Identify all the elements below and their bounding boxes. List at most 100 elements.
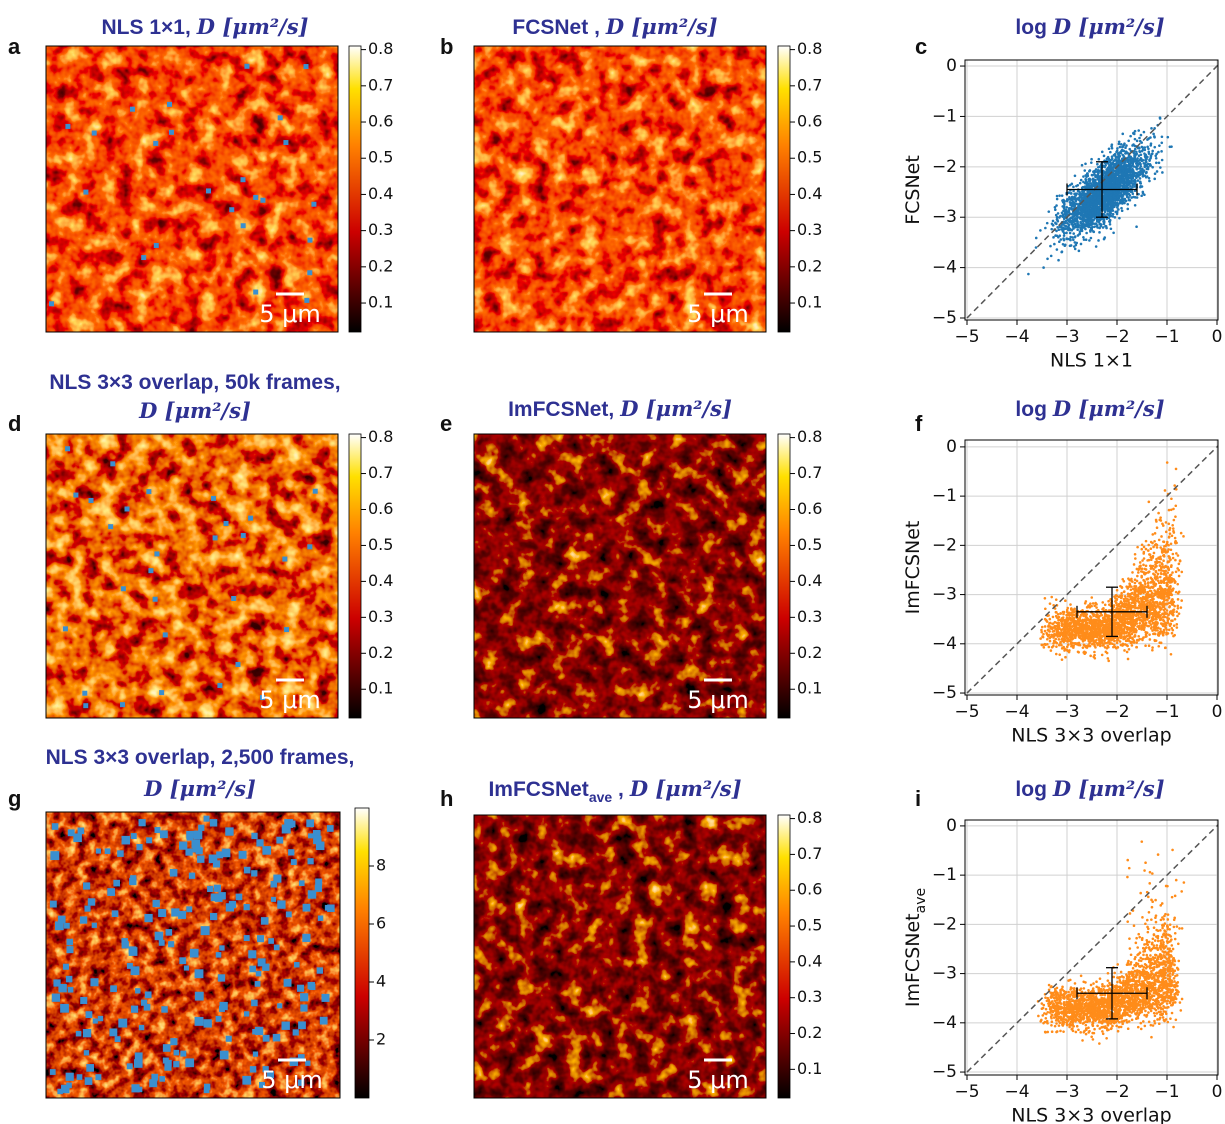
scatter-dot (1136, 575, 1139, 578)
scatter-dot (1145, 548, 1148, 551)
scatter-dot (1039, 637, 1042, 640)
y-axis-label: FCSNet (902, 155, 924, 225)
scatter-dot (1115, 193, 1118, 196)
masked-pixel (307, 238, 312, 243)
scatter-dot (1097, 196, 1100, 199)
scatter-dot (1070, 192, 1073, 195)
scatter-dot (1097, 158, 1100, 161)
scatter-dot (1116, 169, 1119, 172)
scatter-dot (1144, 582, 1147, 585)
scatter-dot (1072, 238, 1075, 241)
colorbar-tick-label: 0.7 (797, 75, 822, 94)
scatter-dot (1056, 226, 1059, 229)
scatter-dot (1122, 609, 1125, 612)
scatter-dot (1174, 515, 1177, 518)
scatter-dot (1134, 578, 1137, 581)
scatter-dot (1085, 646, 1088, 649)
scatter-dot (1116, 211, 1119, 214)
masked-pixel (167, 102, 172, 107)
scatter-dot (1154, 612, 1157, 615)
scatter-dot (1159, 576, 1162, 579)
scatter-dot (1056, 195, 1059, 198)
scatter-dot (1151, 153, 1154, 156)
scatter-dot (1156, 170, 1159, 173)
scatter-dot (1082, 236, 1085, 239)
y-tick-label: −1 (932, 106, 957, 126)
scatter-dot (1178, 575, 1181, 578)
scatter-dot (1132, 596, 1135, 599)
colorbar-tick-label: 0.6 (368, 112, 393, 131)
scatter-dot (1122, 176, 1125, 179)
scatter-dot (1154, 544, 1157, 547)
scatter-dot (1110, 194, 1113, 197)
scatter-dot (1157, 645, 1160, 648)
scatter-dot (1108, 200, 1111, 203)
colorbar-tick-label: 0.1 (368, 293, 393, 312)
scatter-dot (1149, 589, 1152, 592)
scatter-dot (1081, 164, 1084, 167)
image-map (474, 46, 766, 332)
scatter-dot (1132, 161, 1135, 164)
scatter-dot (1120, 207, 1123, 210)
scatter-dot (1071, 236, 1074, 239)
scatter-dot (1160, 150, 1163, 153)
scatter-dot (1084, 618, 1087, 621)
panel-title: D [μm²/s] (138, 398, 251, 423)
scatter-dot (1153, 608, 1156, 611)
scatter-dot (1164, 591, 1167, 594)
scatter-dot (1137, 614, 1140, 617)
scatter-dot (1048, 646, 1051, 649)
scatter-dot (1123, 155, 1126, 158)
scatter-dot (1105, 204, 1108, 207)
title-text: FCSNet , (512, 16, 600, 39)
scatter-dot (1074, 248, 1077, 251)
scatter-dot (1040, 631, 1043, 634)
scatter-dot (1122, 167, 1125, 170)
scatter-dot (1137, 597, 1140, 600)
scatter-dot (1151, 542, 1154, 545)
panel-title: ImFCSNet,D [μm²/s] (508, 396, 732, 421)
panel-title: logD [μm²/s] (1015, 14, 1164, 39)
scatter-dot (1080, 243, 1083, 246)
scatter-dot (1164, 647, 1167, 650)
scatter-dot (1082, 220, 1085, 223)
scatter-dot (1107, 600, 1110, 603)
scatter-dot (1148, 644, 1151, 647)
scatter-dot (1169, 574, 1172, 577)
scatter-dot (1060, 238, 1063, 241)
masked-pixel (153, 597, 158, 602)
scatter-dot (1055, 634, 1058, 637)
colorbar-tick-label: 0.5 (797, 148, 822, 167)
scatter-dot (1136, 594, 1139, 597)
scatter-dot (1170, 623, 1173, 626)
scatter-dot (1116, 206, 1119, 209)
scatter-dot (1148, 633, 1151, 636)
scatter-dot (1137, 193, 1140, 196)
title-text: ImFCSNet, (508, 398, 614, 421)
scatter-dot (1111, 143, 1114, 146)
scatter-dot (1045, 619, 1048, 622)
scatter-dot (1087, 206, 1090, 209)
scatter-dot (1066, 645, 1069, 648)
masked-pixel (130, 107, 135, 112)
scatter-dot (1078, 628, 1081, 631)
scatter-dot (1156, 627, 1159, 630)
scatter-dot (1044, 597, 1047, 600)
scatter-dot (1086, 617, 1089, 620)
scatter-dot (1080, 222, 1083, 225)
scatter-dot (1111, 155, 1114, 158)
scatter-dot (1171, 534, 1174, 537)
scatter-dot (1104, 646, 1107, 649)
colorbar-tick-label: 0.8 (797, 427, 822, 446)
scatter-dot (1150, 626, 1153, 629)
scatter-dot (1082, 175, 1085, 178)
scatter-dot (1127, 160, 1130, 163)
scatter-dot (1121, 209, 1124, 212)
scatter-dot (1150, 127, 1153, 130)
scatter-dot (1114, 163, 1117, 166)
scatter-dot (1154, 532, 1157, 535)
title-math: D [μm²/s] (605, 14, 718, 39)
scatter-dot (1143, 193, 1146, 196)
scatter-dot (1058, 240, 1061, 243)
scatter-dot (1149, 163, 1152, 166)
